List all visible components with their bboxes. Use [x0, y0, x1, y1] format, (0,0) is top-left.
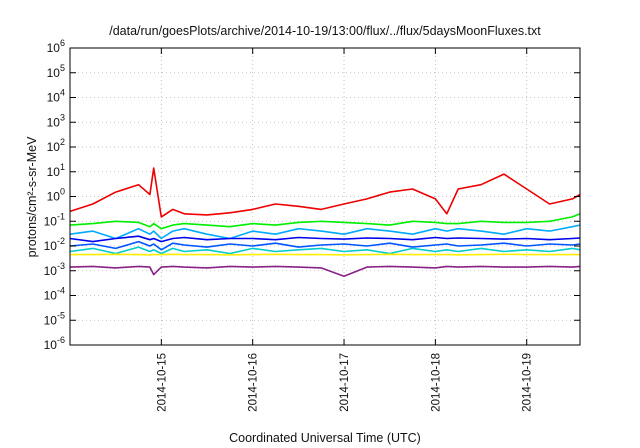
- series-line-5: [69, 240, 581, 251]
- y-tick-label: 106: [47, 38, 65, 55]
- series-line-6: [69, 246, 581, 255]
- series-line-8: [69, 265, 581, 278]
- series-lines: [69, 167, 581, 278]
- series-line-1: [69, 167, 581, 218]
- x-tick-label: 2014-10-16: [248, 353, 260, 412]
- y-tick-label: 103: [47, 112, 65, 129]
- x-tick-label: 2014-10-15: [156, 353, 168, 412]
- y-tick-label: 10-6: [44, 335, 65, 352]
- series-line-7: [70, 253, 580, 256]
- series-line-4: [69, 235, 581, 243]
- y-tick-label: 10-2: [44, 236, 65, 253]
- y-tick-label: 10-1: [44, 211, 65, 228]
- y-tick-label: 102: [47, 137, 65, 154]
- y-tick-label: 100: [47, 187, 65, 204]
- x-tick-label: 2014-10-17: [339, 353, 351, 412]
- y-tick-label: 105: [47, 63, 65, 80]
- y-tick-label: 10-4: [44, 286, 65, 303]
- x-axis-label: Coordinated Universal Time (UTC): [229, 431, 421, 445]
- y-tick-label: 10-5: [44, 310, 65, 327]
- series-line-2: [69, 213, 581, 230]
- grid: [70, 48, 580, 345]
- y-tick-label: 10-3: [44, 261, 65, 278]
- x-tick-label: 2014-10-18: [430, 353, 442, 412]
- y-tick-label: 101: [47, 162, 65, 179]
- x-ticks: 2014-10-15 2014-10-16 2014-10-17 2014-10-18…: [156, 48, 534, 412]
- y-axis-label: protons/cm²-s-sr-MeV: [25, 136, 39, 258]
- y-ticks: 10-6 10-5 10-4 10-3 10-2 10-1 100 101 102 103 104 1…: [44, 38, 580, 352]
- chart-title: /data/run/goesPlots/archive/2014-10-19/1…: [109, 24, 541, 38]
- x-tick-label: 2014-10-19: [522, 353, 534, 412]
- y-tick-label: 104: [47, 88, 65, 105]
- series-line-3: [69, 224, 581, 240]
